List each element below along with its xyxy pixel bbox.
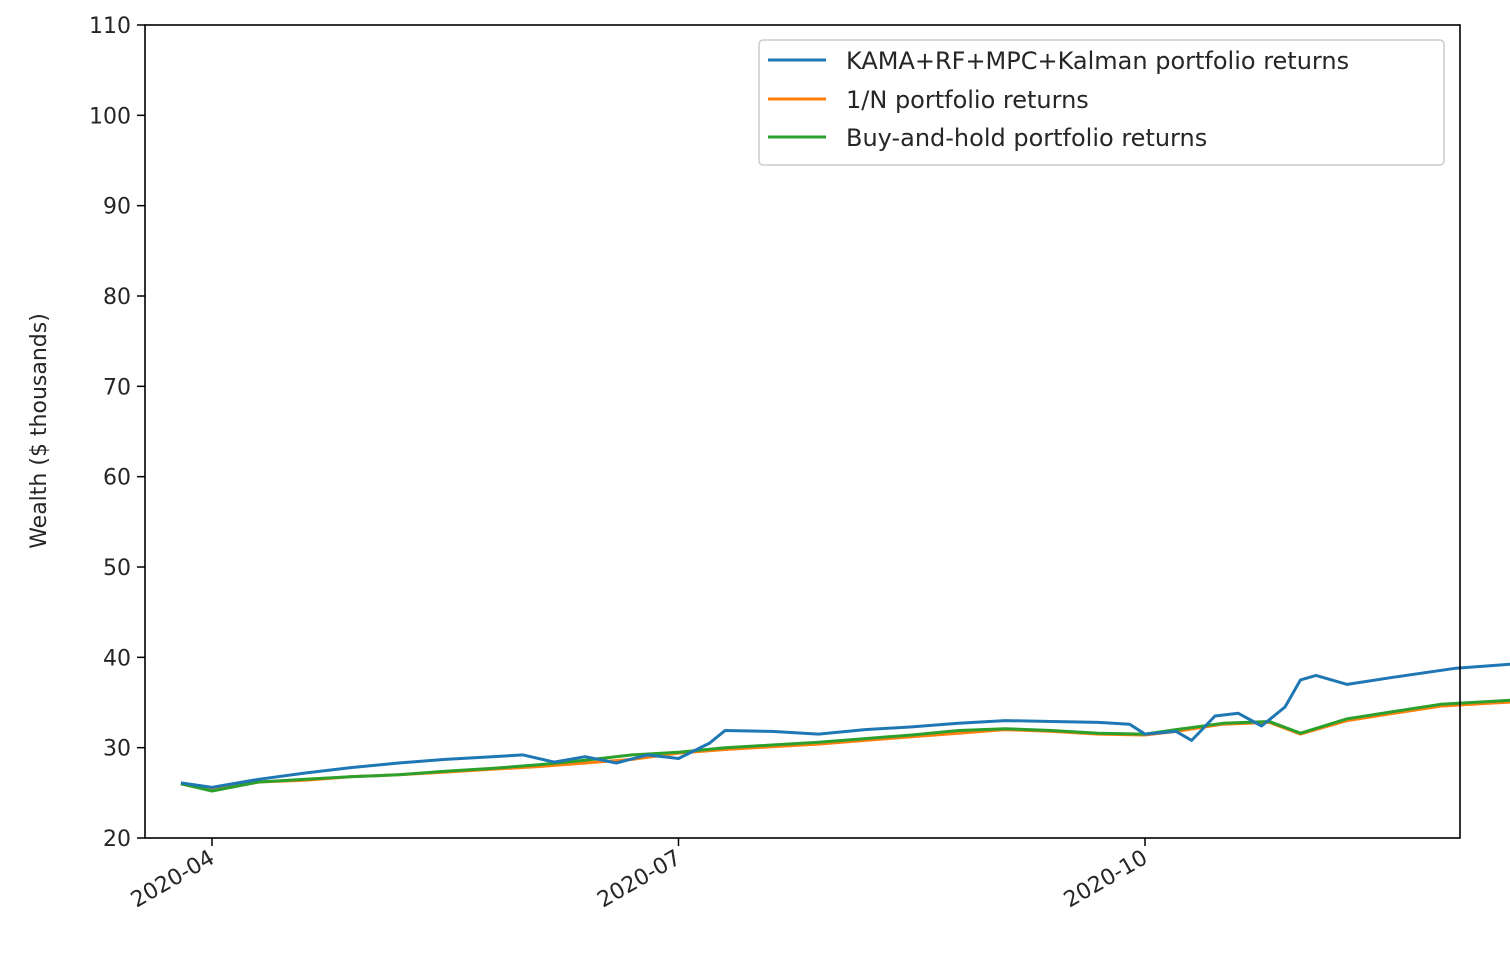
- legend-label-kama: KAMA+RF+MPC+Kalman portfolio returns: [846, 47, 1349, 75]
- y-tick-label: 100: [89, 104, 131, 129]
- y-tick-label: 80: [103, 285, 131, 310]
- y-tick-label: 30: [103, 737, 131, 762]
- y-tick-label: 20: [103, 827, 131, 852]
- legend: KAMA+RF+MPC+Kalman portfolio returns 1/N…: [758, 39, 1445, 166]
- plot-frame: [144, 24, 1461, 839]
- y-tick-label: 110: [89, 14, 131, 39]
- y-axis-label: Wealth ($ thousands): [27, 313, 52, 549]
- y-axis: 20 30 40 50 60 70 80 90 100 110: [89, 14, 145, 852]
- y-tick-label: 50: [103, 556, 131, 581]
- legend-label-buy-and-hold: Buy-and-hold portfolio returns: [846, 124, 1207, 152]
- y-tick-label: 40: [103, 646, 131, 671]
- series-layer: [180, 662, 1510, 793]
- legend-label-1n: 1/N portfolio returns: [846, 86, 1089, 114]
- legend-box: [758, 39, 1445, 166]
- y-tick-label: 90: [103, 195, 131, 220]
- series-line-buy-and-hold: [180, 698, 1510, 793]
- y-tick-label: 60: [103, 466, 131, 491]
- series-line-1n: [180, 700, 1510, 792]
- series-line-kama: [180, 662, 1510, 789]
- y-tick-label: 70: [103, 375, 131, 400]
